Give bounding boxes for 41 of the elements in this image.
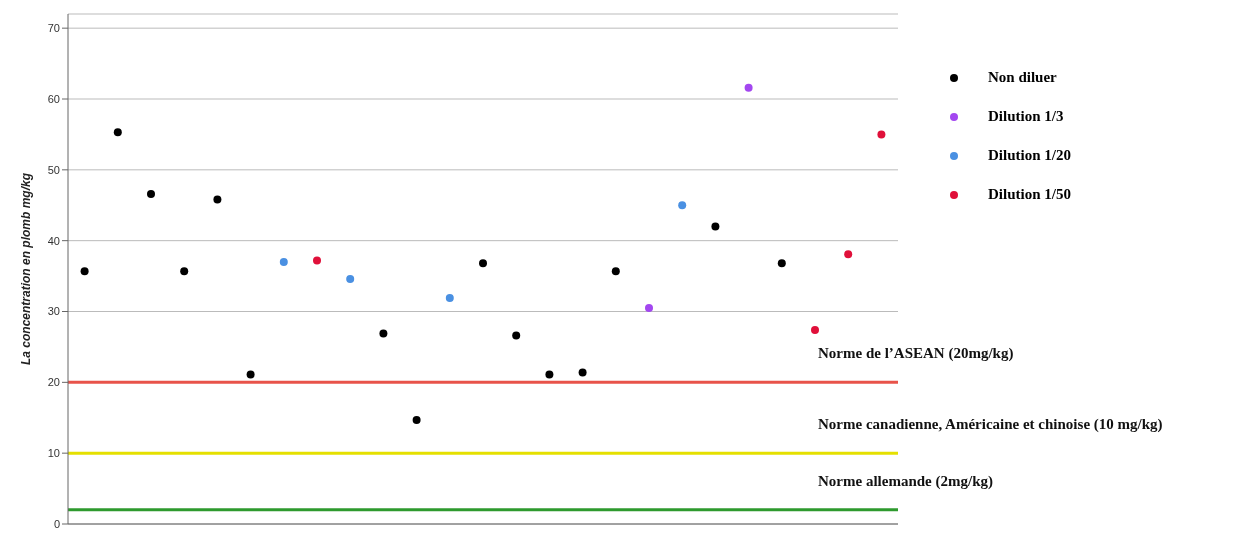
y-tick-label: 40 (47, 234, 60, 247)
point (180, 267, 189, 276)
legend-label: Non diluer (988, 69, 1057, 86)
point (545, 370, 554, 379)
point (744, 83, 753, 92)
ref-line-label: Norme canadienne, Américaine et chinoise (10 mg/kg) (818, 416, 1163, 434)
point (147, 189, 155, 198)
y-tick-label: 0 (53, 517, 60, 530)
point (711, 222, 720, 231)
y-tick-label: 70 (47, 22, 60, 35)
point (811, 325, 819, 334)
point (246, 370, 255, 379)
point (379, 329, 388, 338)
point (578, 368, 587, 377)
point (512, 331, 521, 340)
y-axis-title: La concentration en plomb mg/kg (19, 172, 34, 366)
ref-line-label: Norme allemande (2mg/kg) (818, 472, 993, 490)
point (678, 201, 687, 210)
legend-label: Dilution 1/20 (988, 147, 1071, 164)
point (479, 259, 487, 268)
ref-line-label: Norme de l’ASEAN (20mg/kg) (818, 345, 1014, 363)
point (279, 257, 288, 266)
y-tick-label: 20 (47, 376, 60, 389)
y-tick-label: 50 (47, 163, 60, 176)
point (113, 128, 122, 137)
point (645, 303, 653, 312)
point (80, 267, 89, 276)
point (213, 195, 222, 204)
point (844, 250, 853, 259)
legend-label: Dilution 1/3 (988, 108, 1064, 125)
point (346, 274, 355, 283)
point (412, 415, 421, 424)
point (445, 294, 454, 303)
point (877, 130, 886, 139)
point (313, 256, 321, 265)
point (777, 259, 786, 268)
y-tick-label: 60 (47, 92, 60, 105)
y-tick-label: 30 (47, 305, 60, 318)
point (611, 267, 620, 276)
legend-label: Dilution 1/50 (988, 186, 1071, 203)
y-tick-label: 10 (47, 447, 60, 460)
